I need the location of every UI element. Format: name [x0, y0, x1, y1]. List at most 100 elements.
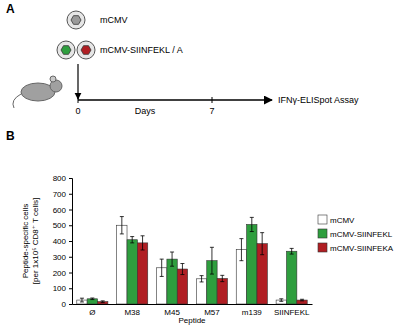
error-bar-cap: [210, 247, 214, 248]
error-bar: [90, 298, 94, 300]
bar: [167, 259, 177, 304]
error-bar: [141, 236, 145, 250]
virus-envelope: [77, 41, 95, 59]
injection-arrow: [77, 64, 78, 99]
legend-entry: mCMV-SIINFEKA: [318, 243, 394, 253]
x-tick: M38: [124, 304, 140, 317]
error-bar-cap: [279, 298, 283, 299]
error-bar-cap: [279, 301, 283, 302]
error-bar-stem: [172, 252, 173, 266]
timeline-label: Days: [135, 106, 156, 116]
bar: [98, 302, 108, 304]
error-bar-cap: [239, 260, 243, 261]
error-bar-cap: [120, 233, 124, 234]
x-tick: M57: [204, 304, 220, 317]
error-bar-stem: [291, 248, 292, 254]
legend: mCMV mCMV-SIINFEKL mCMV-SIINFEKA: [318, 215, 394, 253]
y-tick-label: 200: [53, 269, 67, 278]
error-bar-stem: [211, 247, 212, 274]
y-tick: 700: [53, 190, 72, 199]
mouse-tail: [13, 94, 21, 108]
legend-label: mCMV-SIINFEKA: [330, 244, 394, 253]
y-tick-label: 500: [53, 221, 67, 230]
error-bar: [300, 299, 304, 301]
legend-swatch: [318, 229, 327, 238]
error-bar-stem: [132, 237, 133, 243]
legend-label: mCMV: [330, 216, 355, 225]
error-bar-cap: [220, 275, 224, 276]
legend-label: mCMV-SIINFEKL: [330, 230, 393, 239]
y-tick: 600: [53, 206, 72, 215]
y-tick-mark: [69, 178, 72, 179]
panel-label: A: [6, 2, 15, 16]
y-tick-label: 100: [53, 284, 67, 293]
error-bar-cap: [90, 298, 94, 299]
y-tick-mark: [69, 273, 72, 274]
virus-envelope: [57, 41, 75, 59]
error-bar: [170, 252, 174, 266]
panel-b: 0100200300400500600700800ØM38M45M57m139S…: [21, 174, 394, 325]
y-tick: 100: [53, 284, 72, 293]
timeline-tick-label: 0: [75, 106, 80, 116]
error-bar-cap: [80, 298, 84, 299]
x-tick: m139: [242, 304, 263, 317]
plot-area: [77, 217, 307, 304]
bar: [247, 224, 257, 304]
error-bar-cap: [250, 217, 254, 218]
error-bar-cap: [120, 216, 124, 217]
timeline-tick: [212, 97, 213, 103]
bar: [137, 243, 147, 304]
error-bar-cap: [80, 301, 84, 302]
error-bar-cap: [260, 232, 264, 233]
legend-entry: mCMV: [318, 215, 355, 225]
y-tick-mark: [69, 241, 72, 242]
timeline-arrow: [78, 99, 272, 101]
x-axis-title: Peptide: [178, 316, 206, 325]
error-bar: [250, 217, 254, 231]
error-bar-stem: [222, 275, 223, 281]
bar: [297, 300, 307, 304]
y-tick: 400: [53, 237, 72, 246]
error-bar-stem: [241, 239, 242, 261]
y-tick-label: 300: [53, 253, 67, 262]
y-tick: 200: [53, 269, 72, 278]
error-bar: [130, 237, 134, 243]
virus-label: mCMV: [100, 15, 128, 25]
error-bar: [101, 301, 105, 303]
error-bar-cap: [290, 248, 294, 249]
error-bar: [239, 239, 243, 261]
x-axis: ØM38M45M57m139SIINFEKL: [73, 304, 313, 317]
x-tick-label: m139: [242, 308, 263, 317]
virus-capsid: [61, 46, 71, 55]
bar: [177, 269, 187, 304]
error-bar: [220, 275, 224, 281]
error-bar-cap: [200, 281, 204, 282]
y-tick-label: 800: [53, 174, 67, 183]
error-bar-cap: [220, 281, 224, 282]
y-tick: 0: [62, 300, 72, 309]
error-bar-cap: [300, 300, 304, 301]
error-bar-cap: [141, 235, 145, 236]
y-tick-mark: [69, 210, 72, 211]
error-bar-cap: [170, 252, 174, 253]
error-bar-cap: [210, 274, 214, 275]
assay-label: IFNγ-ELISpot Assay: [278, 95, 359, 105]
bar-series: [77, 217, 287, 304]
x-tick: SIINFEKL: [274, 304, 310, 317]
bar-series: [98, 233, 308, 304]
y-tick-mark: [69, 304, 72, 305]
error-bar-cap: [170, 266, 174, 267]
x-tick-label: M38: [124, 308, 140, 317]
bar: [117, 225, 127, 304]
bar: [87, 299, 97, 304]
error-bar-cap: [250, 231, 254, 232]
error-bar-stem: [201, 276, 202, 282]
panel-a: mCMVmCMV-SIINFEKL / A07DaysIFNγ-ELISpot …: [13, 11, 359, 116]
error-bar-stem: [121, 217, 122, 234]
bar: [127, 240, 137, 304]
y-axis: 0 100 200 300 400 500 600 700 800: [53, 174, 73, 309]
error-bar: [80, 298, 84, 302]
error-bar-stem: [161, 259, 162, 276]
error-bar-cap: [90, 299, 94, 300]
y-tick-mark: [69, 257, 72, 258]
